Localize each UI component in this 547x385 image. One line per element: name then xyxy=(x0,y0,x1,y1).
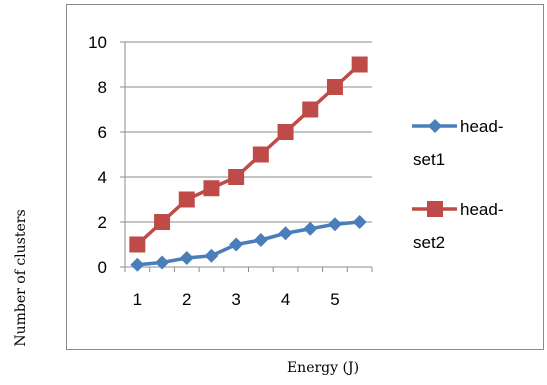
x-tick-label: 1 xyxy=(133,290,142,309)
y-tick-label: 6 xyxy=(98,123,107,142)
legend-label-1: head- xyxy=(460,117,503,136)
legend-marker-1 xyxy=(428,119,442,133)
series2-point xyxy=(178,191,195,208)
series1-point xyxy=(229,237,244,252)
series2-point xyxy=(326,79,343,95)
x-tick-label: 5 xyxy=(330,290,339,309)
x-tick-label: 2 xyxy=(182,290,191,309)
y-tick-label: 2 xyxy=(98,213,107,232)
series1-point xyxy=(155,255,170,270)
series2-point xyxy=(228,169,245,185)
series1-point xyxy=(327,217,342,232)
y-tick-label: 0 xyxy=(98,258,107,277)
legend-label-2: head- xyxy=(460,200,503,219)
series1-point xyxy=(204,248,219,263)
legend-marker-2 xyxy=(427,201,443,217)
series1-point xyxy=(352,215,367,229)
series2-point xyxy=(129,236,146,253)
series1-point xyxy=(130,257,145,272)
series2-point xyxy=(203,180,220,197)
series1-point xyxy=(278,226,293,241)
series-line-2 xyxy=(136,63,361,246)
series2-point xyxy=(277,124,294,140)
y-tick-label: 8 xyxy=(98,78,107,97)
series2-point xyxy=(351,56,368,73)
legend-label-1: set1 xyxy=(413,150,445,169)
series2-point xyxy=(252,146,269,163)
legend-label-2: set2 xyxy=(413,233,445,252)
x-axis-label: Energy (J) xyxy=(286,360,360,376)
y-axis-label: Number of clusters xyxy=(13,209,29,347)
x-tick-label: 3 xyxy=(231,290,240,309)
x-tick-label: 4 xyxy=(281,290,290,309)
series1-point xyxy=(253,233,268,247)
series1-point xyxy=(303,221,318,236)
y-tick-label: 10 xyxy=(88,33,107,52)
series2-point xyxy=(154,214,171,230)
series1-point xyxy=(179,251,194,265)
series2-point xyxy=(302,101,319,118)
chart-area: 0 2 4 6 8 10 1 2 3 4 5 head-set1 head-set2 xyxy=(66,4,544,350)
series-line-1 xyxy=(137,220,360,267)
y-tick-label: 4 xyxy=(98,168,107,187)
